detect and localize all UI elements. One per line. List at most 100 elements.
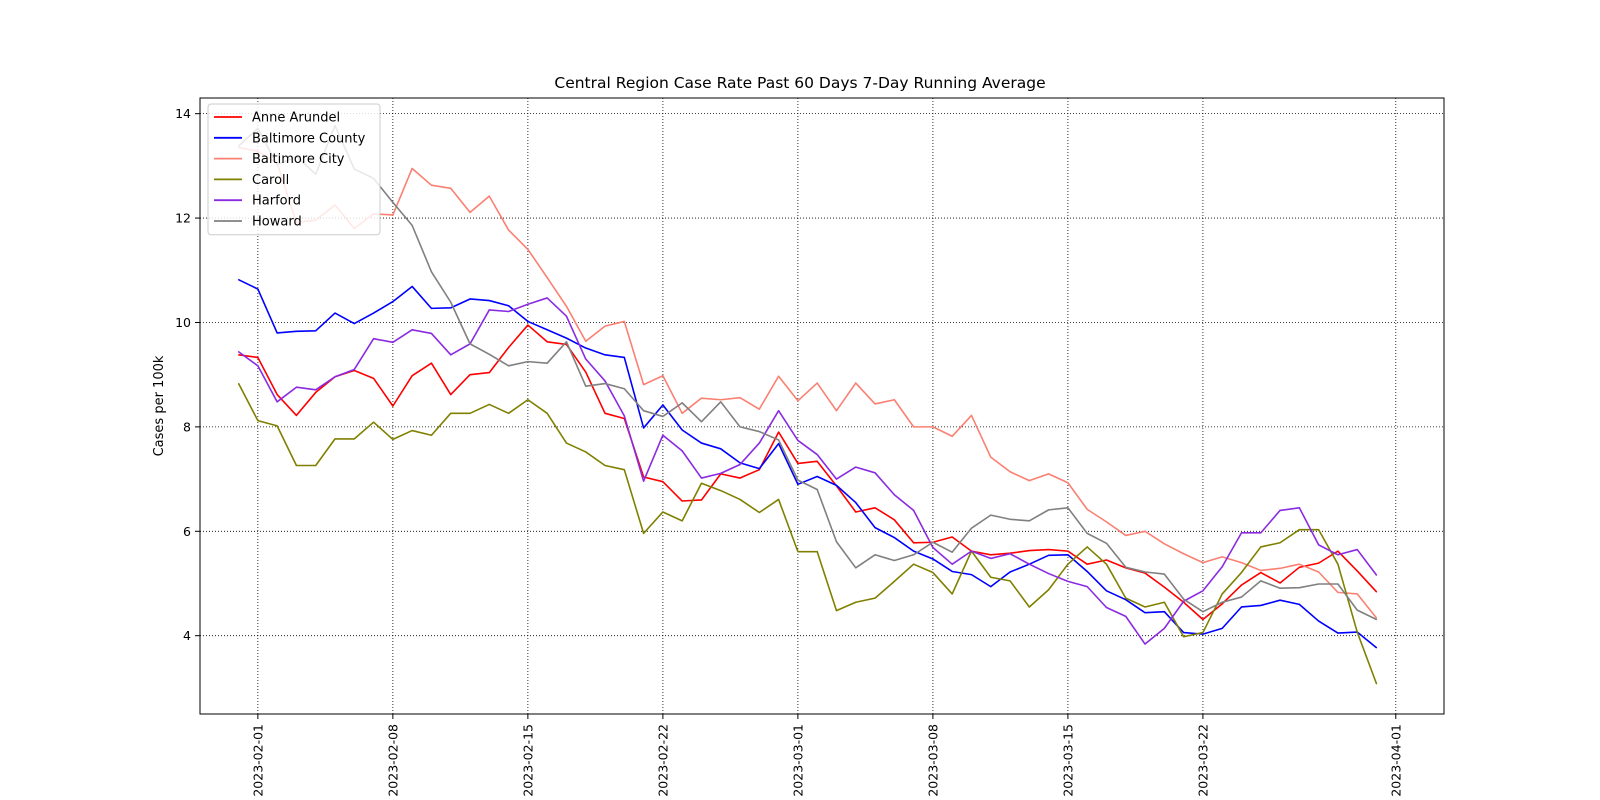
data-point [913,509,915,512]
series-line-howard [238,124,1377,621]
data-point [1183,553,1185,555]
data-point [990,557,992,560]
data-point [276,425,278,427]
data-point [893,559,895,562]
data-point [585,347,587,349]
data-point [507,365,510,367]
data-point [1202,633,1204,635]
data-point [643,410,645,412]
series-lines [237,124,1378,685]
data-point [681,520,683,522]
data-point [855,501,857,504]
x-axis-ticks: 2023-02-01 2023-02-08 2023-02-15 2023-02-22… [250,714,1403,797]
legend-label: Baltimore County [252,131,366,146]
data-point [585,340,587,342]
data-point [430,184,433,186]
data-point [546,362,548,364]
data-point [643,427,645,429]
data-point [816,551,818,553]
data-point [1028,550,1030,552]
data-point [720,472,722,474]
data-point [1105,559,1108,561]
data-point [1125,566,1127,568]
data-point [1240,571,1243,574]
x-tick-label: 2023-02-08 [385,724,400,797]
data-point [1375,591,1378,593]
data-point [411,375,413,377]
data-point [334,376,336,378]
data-point [797,439,799,442]
data-point [835,610,838,612]
data-point [1163,611,1165,613]
data-point [778,410,780,412]
data-point [1125,599,1127,601]
data-point [681,429,683,431]
data-point [951,435,953,437]
data-point [662,434,664,436]
data-point [1318,529,1320,531]
data-point [1144,643,1146,645]
data-point [430,271,433,273]
data-point [527,248,529,250]
data-point [1240,596,1243,598]
data-point [1202,590,1204,592]
data-point [1048,572,1050,575]
data-point [507,229,510,231]
data-point [1086,586,1088,588]
data-point [932,546,934,549]
data-point [1279,542,1281,544]
data-point [527,361,529,363]
data-point [1260,546,1262,548]
legend-label: Harford [252,194,301,209]
legend: Anne Arundel Baltimore County Baltimore Ci… [207,103,381,236]
y-tick-label: 14 [175,106,191,121]
data-point [700,477,703,479]
y-tick-label: 12 [175,211,191,226]
data-point [527,303,529,305]
data-point [1375,617,1378,619]
data-point [411,285,413,288]
data-point [1144,530,1146,532]
legend-label: Anne Arundel [252,111,340,126]
data-point [1375,647,1378,649]
data-point [411,329,413,331]
data-point [585,358,587,360]
data-point [585,371,587,373]
data-point [720,401,722,403]
data-point [565,305,568,307]
data-point [893,519,895,521]
data-point [392,438,394,441]
data-point [970,550,973,552]
data-point [1163,601,1165,603]
data-point [1125,534,1127,537]
data-point [951,536,953,538]
data-point [778,439,780,441]
data-point [1163,586,1165,588]
data-point [913,426,915,428]
data-point [1318,620,1320,622]
data-point [835,541,838,543]
data-point [700,421,703,423]
data-point [623,320,625,323]
data-point [1202,631,1204,634]
data-point [488,371,490,374]
series-line-caroll [237,383,1378,684]
data-point [1183,600,1185,602]
data-point [1356,631,1358,633]
data-point [1279,587,1281,589]
data-point [951,563,953,565]
data-point [1240,532,1243,534]
data-point [990,514,992,516]
data-point [874,597,876,599]
y-tick-label: 8 [183,419,191,434]
data-point [565,337,568,339]
data-point [970,574,973,576]
y-tick-label: 10 [175,315,191,330]
data-point [797,479,799,481]
data-point [1163,573,1165,575]
data-point [546,412,548,414]
data-point [488,403,490,406]
data-point [1067,482,1069,484]
data-point [1086,546,1088,548]
